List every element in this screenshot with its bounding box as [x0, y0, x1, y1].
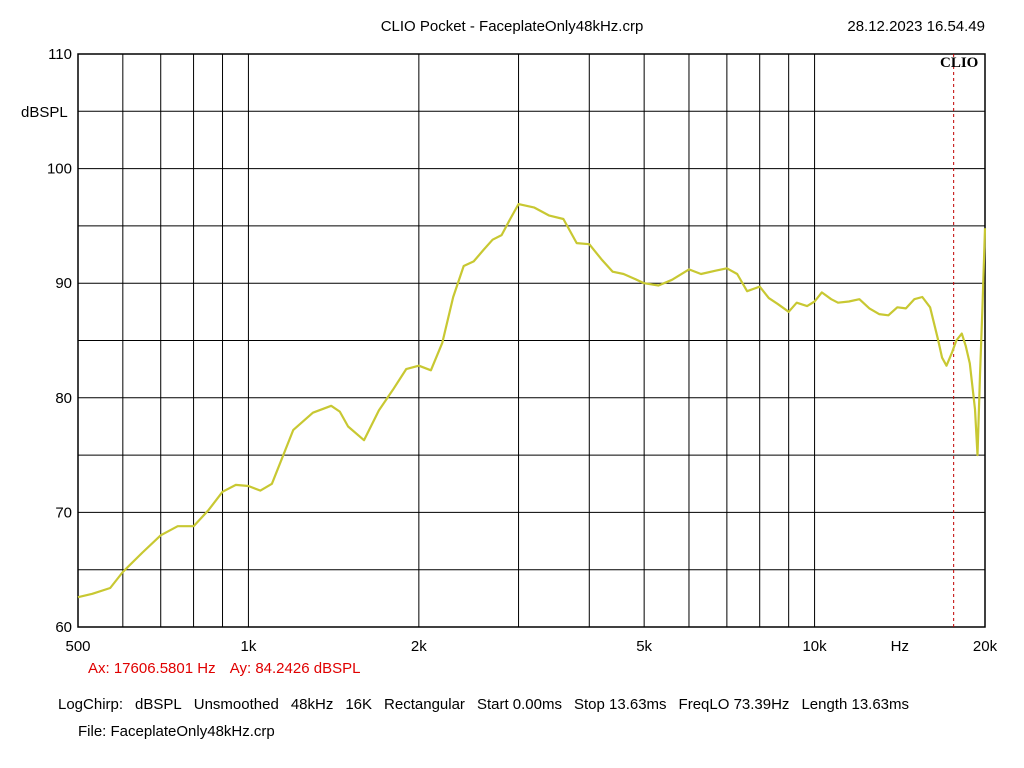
setting-item: FreqLO 73.39Hz: [678, 696, 790, 713]
x-tick-label: 10k: [802, 638, 827, 655]
x-tick-label: 500: [65, 638, 90, 655]
frequency-response-curve: [77, 203, 987, 599]
setting-item: Length 13.63ms: [801, 696, 910, 713]
file-label: File: FaceplateOnly48kHz.crp: [78, 723, 275, 740]
setting-item: Stop 13.63ms: [573, 696, 667, 713]
x-tick-label: 2k: [411, 638, 427, 655]
setting-item: Rectangular: [384, 696, 465, 713]
y-tick-label: 90: [55, 275, 72, 292]
y-tick-label: 60: [55, 619, 72, 636]
cursor-readout: Ax: 17606.5801 Hz Ay: 84.2426 dBSPL: [88, 660, 360, 677]
setting-item: 16K: [345, 696, 373, 713]
setting-item: 48kHz: [290, 696, 334, 713]
setting-item: Start 0.00ms: [476, 696, 562, 713]
cursor-y-readout: Ay: 84.2426 dBSPL: [229, 660, 361, 677]
clio-logo: CLIO: [940, 55, 978, 71]
y-tick-label: 80: [55, 390, 72, 407]
tick-labels: 60 70 80 90 100 110 500 1k 2k 5k 10k 20k Hz: [47, 46, 998, 655]
measurement-settings: LogChirp: dBSPL Unsmoothed 48kHz 16K Rectangu…: [58, 696, 921, 713]
plot-frame: [77, 53, 986, 628]
setting-item: LogChirp:: [58, 696, 124, 713]
x-axis-unit-label: Hz: [891, 638, 909, 655]
y-axis-unit-label: dBSPL: [21, 104, 68, 121]
measurement-datetime: 28.12.2023 16.54.49: [847, 18, 985, 35]
chart-title: CLIO Pocket - FaceplateOnly48kHz.crp: [380, 18, 644, 35]
x-tick-label: 5k: [636, 638, 652, 655]
grid: [77, 53, 986, 628]
setting-item: dBSPL: [135, 696, 182, 713]
setting-item: Unsmoothed: [193, 696, 279, 713]
cursor-x-readout: Ax: 17606.5801 Hz: [88, 660, 216, 677]
y-tick-label: 100: [47, 161, 72, 178]
y-tick-label: 110: [48, 46, 72, 63]
curve-layer: [77, 54, 987, 627]
y-tick-label: 70: [55, 504, 72, 521]
x-tick-label: 1k: [241, 638, 257, 655]
x-tick-label: 20k: [973, 638, 998, 655]
